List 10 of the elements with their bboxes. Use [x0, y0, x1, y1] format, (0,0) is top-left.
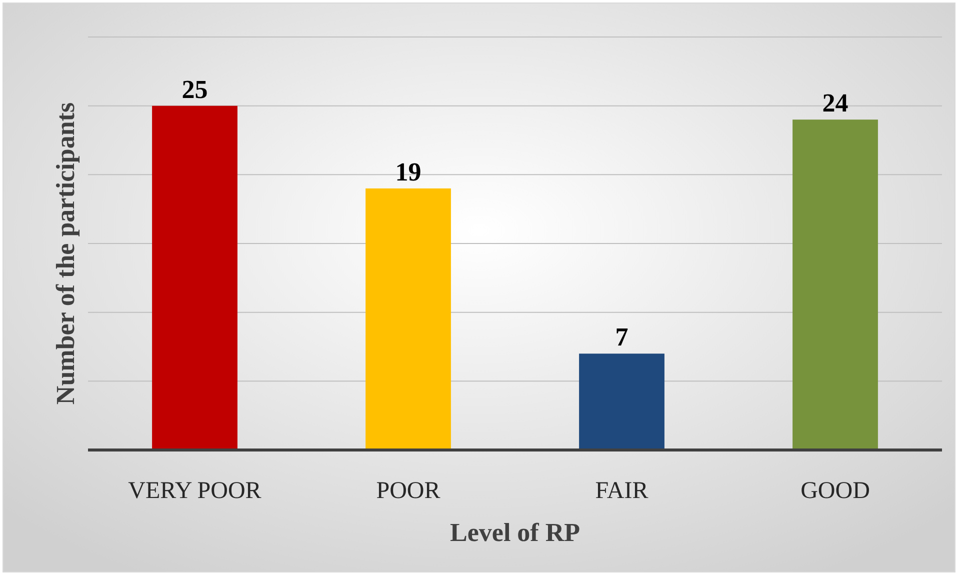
- x-tick-label: VERY POOR: [128, 478, 262, 504]
- data-label: 7: [615, 322, 628, 352]
- data-label: 25: [182, 74, 208, 104]
- x-axis-title: Level of RP: [450, 518, 580, 547]
- x-tick-label: GOOD: [800, 478, 870, 504]
- data-label: 24: [822, 88, 848, 118]
- y-axis-title: Number of the participants: [51, 102, 80, 405]
- data-label: 19: [395, 157, 422, 186]
- x-tick-label: POOR: [376, 478, 440, 504]
- x-tick-label: FAIR: [595, 478, 648, 504]
